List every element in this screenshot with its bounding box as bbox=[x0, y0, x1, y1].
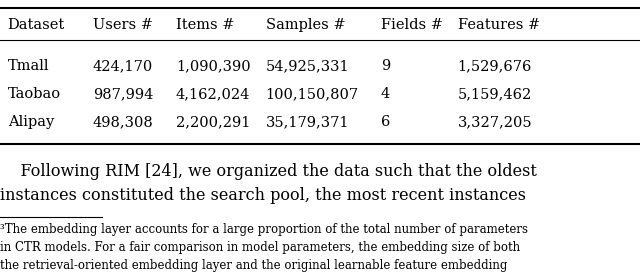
Text: 35,179,371: 35,179,371 bbox=[266, 115, 349, 129]
Text: 2,200,291: 2,200,291 bbox=[176, 115, 250, 129]
Text: instances constituted the search pool, the most recent instances: instances constituted the search pool, t… bbox=[0, 187, 526, 204]
Text: Taobao: Taobao bbox=[8, 87, 61, 101]
Text: the retrieval-oriented embedding layer and the original learnable feature embedd: the retrieval-oriented embedding layer a… bbox=[0, 259, 508, 272]
Text: Tmall: Tmall bbox=[8, 60, 49, 73]
Text: 1,090,390: 1,090,390 bbox=[176, 60, 251, 73]
Text: 424,170: 424,170 bbox=[93, 60, 153, 73]
Text: Users #: Users # bbox=[93, 18, 153, 32]
Text: Features #: Features # bbox=[458, 18, 540, 32]
Text: ³The embedding layer accounts for a large proportion of the total number of para: ³The embedding layer accounts for a larg… bbox=[0, 224, 528, 236]
Text: 9: 9 bbox=[381, 60, 390, 73]
Text: 4: 4 bbox=[381, 87, 390, 101]
Text: 100,150,807: 100,150,807 bbox=[266, 87, 359, 101]
Text: Samples #: Samples # bbox=[266, 18, 345, 32]
Text: 987,994: 987,994 bbox=[93, 87, 153, 101]
Text: 6: 6 bbox=[381, 115, 390, 129]
Text: 498,308: 498,308 bbox=[93, 115, 154, 129]
Text: 4,162,024: 4,162,024 bbox=[176, 87, 250, 101]
Text: 5,159,462: 5,159,462 bbox=[458, 87, 532, 101]
Text: Following RIM [24], we organized the data such that the oldest: Following RIM [24], we organized the dat… bbox=[0, 163, 537, 180]
Text: 54,925,331: 54,925,331 bbox=[266, 60, 349, 73]
Text: Dataset: Dataset bbox=[8, 18, 65, 32]
Text: Alipay: Alipay bbox=[8, 115, 54, 129]
Text: 1,529,676: 1,529,676 bbox=[458, 60, 532, 73]
Text: Items #: Items # bbox=[176, 18, 234, 32]
Text: in CTR models. For a fair comparison in model parameters, the embedding size of : in CTR models. For a fair comparison in … bbox=[0, 242, 520, 254]
Text: Fields #: Fields # bbox=[381, 18, 443, 32]
Text: 3,327,205: 3,327,205 bbox=[458, 115, 532, 129]
